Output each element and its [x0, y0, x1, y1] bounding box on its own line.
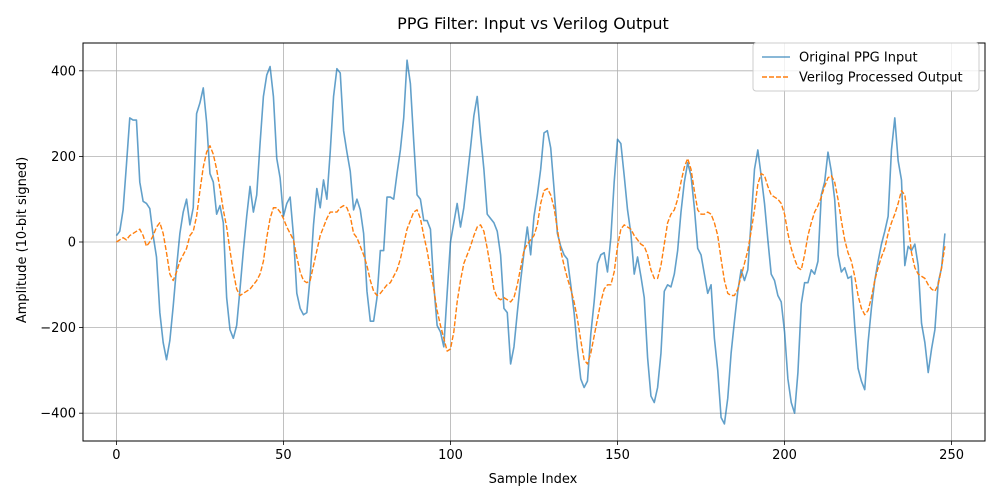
x-tick-label: 50 [275, 448, 292, 463]
y-axis-ticks: −400 −200 0 200 400 [40, 64, 83, 422]
series-line-verilog-output [116, 145, 946, 365]
legend-label-output: Verilog Processed Output [799, 71, 963, 86]
legend-label-input: Original PPG Input [799, 51, 918, 66]
x-axis-ticks: 0 50 100 150 200 250 [112, 441, 964, 463]
series-line-original-input [115, 59, 946, 425]
y-tick-label: 200 [51, 150, 76, 165]
x-tick-label: 250 [939, 448, 964, 463]
legend: Original PPG Input Verilog Processed Out… [752, 42, 980, 92]
y-tick-label: −200 [40, 321, 76, 336]
legend-box [752, 42, 980, 92]
y-tick-label: −400 [40, 407, 76, 422]
x-tick-label: 100 [438, 448, 463, 463]
y-tick-label: 400 [51, 64, 76, 79]
x-tick-label: 150 [605, 448, 630, 463]
y-axis-title: Amplitude (10-bit signed) [15, 157, 30, 323]
series-layer [115, 59, 946, 425]
x-tick-label: 200 [772, 448, 797, 463]
x-tick-label: 0 [112, 448, 120, 463]
chart-title: PPG Filter: Input vs Verilog Output [397, 14, 669, 33]
x-axis-title: Sample Index [489, 472, 578, 487]
y-tick-label: 0 [68, 236, 76, 251]
